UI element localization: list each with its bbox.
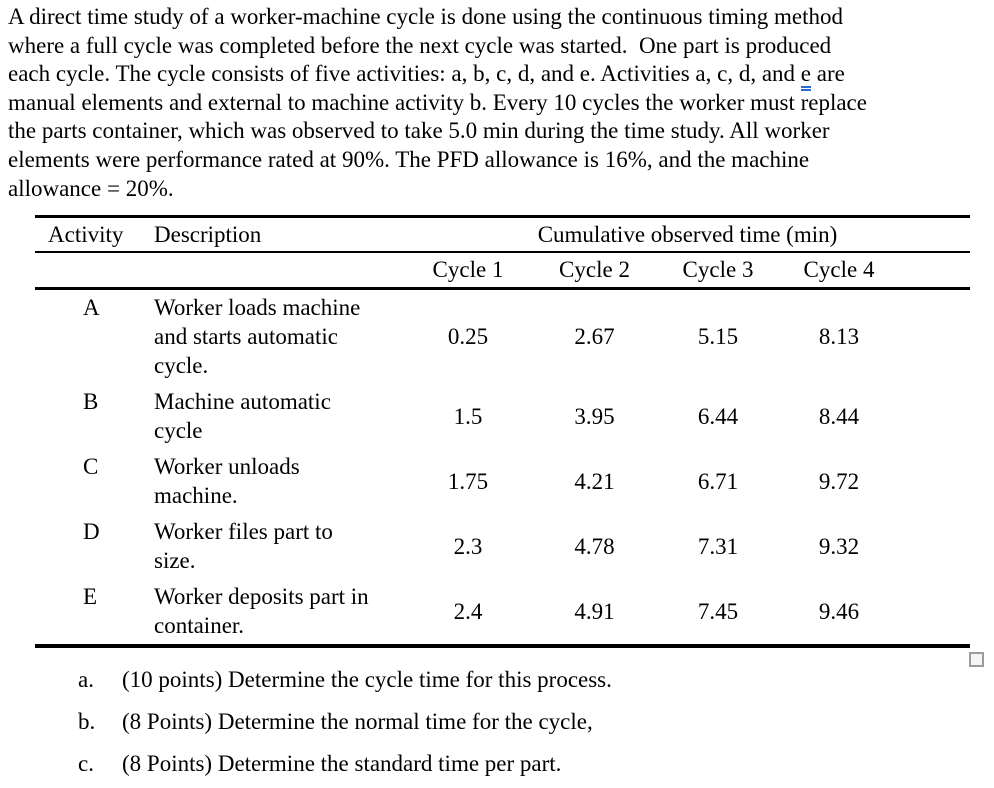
activity-cell: D xyxy=(83,519,100,545)
description-cell: Worker deposits part in container. xyxy=(154,584,369,639)
time-cell: 9.72 xyxy=(818,468,860,494)
table-row: A Worker loads machine and starts automa… xyxy=(35,290,970,384)
question-item-c: c. (8 Points) Determine the standard tim… xyxy=(78,749,994,778)
column-header-description: Description xyxy=(154,222,262,248)
question-text: (8 Points) Determine the standard time p… xyxy=(122,751,562,777)
time-cell: 6.44 xyxy=(697,403,739,429)
question-label: b. xyxy=(78,709,96,735)
statement-line: the parts container, which was observed … xyxy=(8,118,830,144)
table-row: C Worker unloads machine. 1.75 4.21 6.71… xyxy=(35,449,970,514)
column-header-activity: Activity xyxy=(48,222,124,248)
activity-cell: B xyxy=(83,389,99,415)
time-cell: 7.45 xyxy=(697,598,739,624)
activity-cell: A xyxy=(83,295,100,321)
time-cell: 4.78 xyxy=(574,533,615,559)
description-cell: Worker unloads machine. xyxy=(154,454,300,509)
column-header-cycle-2: Cycle 2 xyxy=(559,257,630,283)
statement-text: are xyxy=(811,61,845,87)
question-item-a: a. (10 points) Determine the cycle time … xyxy=(78,665,994,694)
time-cell: 3.95 xyxy=(574,403,615,429)
question-label: a. xyxy=(78,667,94,693)
grammar-marked-word: e xyxy=(800,61,812,92)
question-label: c. xyxy=(78,751,94,777)
question-text: (8 Points) Determine the normal time for… xyxy=(122,709,593,735)
table-rule-middle xyxy=(35,251,970,254)
time-cell: 2.3 xyxy=(453,533,483,559)
statement-line: A direct time study of a worker-machine … xyxy=(8,4,844,29)
activity-cell: C xyxy=(83,454,99,480)
statement-line: each cycle. The cycle consists of five a… xyxy=(8,60,994,92)
time-cell: 8.13 xyxy=(818,324,860,350)
time-cell: 4.91 xyxy=(574,598,615,624)
table-rule-header-bottom xyxy=(35,287,970,291)
table-row: D Worker files part to size. 2.3 4.78 7.… xyxy=(35,514,970,579)
question-list: a. (10 points) Determine the cycle time … xyxy=(78,665,994,778)
statement-line: where a full cycle was completed before … xyxy=(8,32,832,58)
question-item-b: b. (8 Points) Determine the normal time … xyxy=(78,707,994,736)
table-row: E Worker deposits part in container. 2.4… xyxy=(35,579,970,644)
description-cell: Worker files part to size. xyxy=(154,519,333,574)
time-cell: 4.21 xyxy=(574,468,615,494)
time-cell: 7.31 xyxy=(697,533,739,559)
time-study-table: Activity Description Cumulative observed… xyxy=(35,215,970,649)
time-cell: 1.75 xyxy=(447,468,489,494)
statement-line: elements were performance rated at 90%. … xyxy=(8,146,810,172)
problem-statement: A direct time study of a worker-machine … xyxy=(0,0,994,203)
column-header-cumulative-time: Cumulative observed time (min) xyxy=(537,222,838,248)
time-cell: 6.71 xyxy=(697,468,739,494)
table-header-row-2: Cycle 1 Cycle 2 Cycle 3 Cycle 4 xyxy=(35,253,970,287)
time-cell: 9.32 xyxy=(818,533,860,559)
column-header-cycle-1: Cycle 1 xyxy=(432,257,504,283)
description-cell: Worker loads machine and starts automati… xyxy=(154,295,361,379)
column-header-cycle-3: Cycle 3 xyxy=(682,257,754,283)
time-cell: 5.15 xyxy=(697,324,739,350)
table-resize-handle[interactable] xyxy=(969,652,984,667)
time-cell: 2.67 xyxy=(574,324,615,350)
question-text: (10 points) Determine the cycle time for… xyxy=(122,667,612,693)
table-row: B Machine automatic cycle 1.5 3.95 6.44 … xyxy=(35,384,970,449)
table-rule-top xyxy=(35,215,970,219)
statement-line: allowance = 20%. xyxy=(8,175,174,201)
time-cell: 1.5 xyxy=(453,403,483,429)
statement-text: each cycle. The cycle consists of five a… xyxy=(8,61,801,87)
statement-line: manual elements and external to machine … xyxy=(8,89,867,115)
table-header-row-1: Activity Description Cumulative observed… xyxy=(35,218,970,251)
description-cell: Machine automatic cycle xyxy=(154,389,331,444)
table-rule-bottom xyxy=(35,644,970,649)
time-cell: 0.25 xyxy=(447,324,489,350)
time-cell: 2.4 xyxy=(453,598,483,624)
time-cell: 8.44 xyxy=(818,403,860,429)
time-cell: 9.46 xyxy=(818,598,860,624)
activity-cell: E xyxy=(83,584,98,610)
column-header-cycle-4: Cycle 4 xyxy=(803,257,875,283)
